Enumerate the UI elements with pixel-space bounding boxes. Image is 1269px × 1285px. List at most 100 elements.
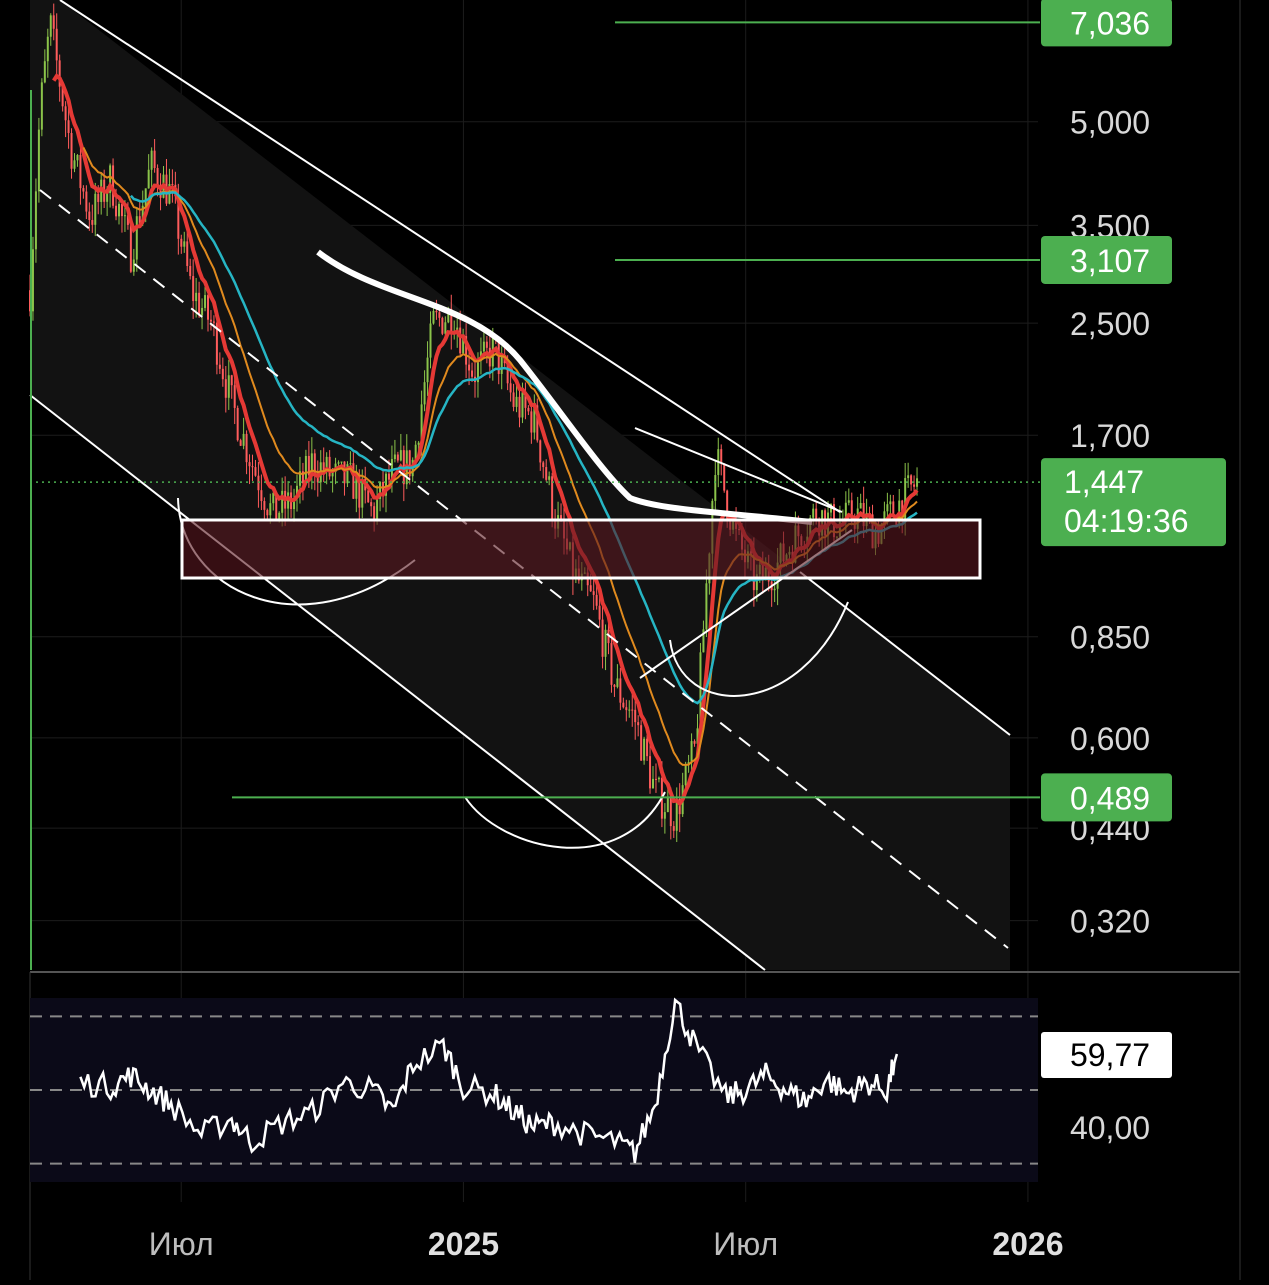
candle-body — [560, 515, 563, 520]
candle-body — [536, 405, 539, 441]
candle-body — [313, 453, 316, 476]
candle-body — [622, 702, 625, 708]
candle-body — [340, 461, 343, 463]
candle-body — [678, 798, 681, 815]
candle-body — [387, 473, 390, 480]
candle-body — [696, 728, 699, 744]
candle-body — [73, 160, 76, 169]
candle-body — [251, 466, 254, 468]
x-tick-label: Июл — [149, 1226, 214, 1262]
candle-body — [859, 502, 862, 509]
candle-body — [649, 756, 652, 789]
candle-body — [248, 462, 251, 467]
candle-body — [55, 28, 58, 61]
candle-body — [432, 310, 435, 324]
candle-body — [468, 364, 471, 371]
candle-body — [459, 327, 462, 354]
candle-body — [444, 322, 447, 334]
x-tick-label: 2025 — [428, 1226, 499, 1262]
candle-body — [755, 574, 758, 591]
candle-body — [702, 629, 705, 653]
candle-body — [135, 216, 138, 260]
candle-body — [643, 738, 646, 761]
candle-body — [497, 340, 500, 374]
candle-body — [916, 478, 919, 487]
candle-body — [212, 321, 215, 323]
candle-body — [530, 411, 533, 433]
candle-body — [269, 503, 272, 516]
candle-body — [325, 456, 328, 473]
level-badge — [1041, 235, 1172, 284]
candle-body — [598, 605, 601, 620]
triangle-top-line — [634, 427, 843, 513]
candle-body — [85, 191, 88, 212]
candle-body — [589, 585, 592, 592]
candle-body — [465, 336, 468, 365]
candle-body — [209, 319, 212, 322]
current-price-label: 1,447 — [1064, 464, 1144, 500]
candle-body — [669, 798, 672, 827]
candle-body — [657, 777, 660, 780]
candle-body — [132, 259, 135, 272]
candle-body — [40, 82, 43, 130]
candle-body — [52, 15, 55, 29]
candle-body — [349, 463, 352, 465]
candle-body — [112, 165, 115, 206]
candle-body — [518, 396, 521, 418]
candle-body — [189, 265, 192, 277]
drawings — [29, 0, 1011, 971]
candle-body — [654, 778, 657, 780]
candle-body — [331, 471, 334, 477]
candle-body — [328, 456, 331, 477]
candle-body — [367, 490, 370, 503]
candle-body — [423, 382, 426, 405]
candle-body — [296, 485, 299, 499]
candle-body — [625, 707, 628, 711]
candle-body — [548, 476, 551, 480]
candle-body — [307, 455, 310, 476]
candle-body — [847, 500, 850, 503]
candle-body — [198, 292, 201, 316]
candle-body — [476, 360, 479, 383]
x-tick-label: 2026 — [992, 1226, 1063, 1262]
candle-body — [500, 357, 503, 374]
candle-body — [441, 317, 444, 334]
candle-body — [180, 238, 183, 247]
candle-body — [396, 454, 399, 461]
candle-body — [726, 490, 729, 519]
candle-body — [616, 678, 619, 687]
candle-body — [266, 509, 269, 516]
rsi-value-label: 59,77 — [1070, 1037, 1150, 1073]
candle-body — [595, 594, 598, 606]
candle-body — [257, 475, 260, 491]
candle-body — [147, 169, 150, 189]
candle-body — [242, 433, 245, 446]
arc-bottom — [464, 791, 666, 849]
candle-body — [429, 323, 432, 358]
candle-body — [215, 322, 218, 365]
candle-body — [646, 738, 649, 757]
candle-body — [886, 504, 889, 512]
candle-body — [634, 709, 637, 723]
candle-body — [883, 511, 886, 525]
candle-body — [408, 450, 411, 477]
current-price-badge — [1041, 458, 1226, 547]
candle-body — [230, 375, 233, 386]
candle-body — [812, 508, 815, 518]
candle-body — [592, 591, 595, 595]
rsi-value-badge — [1041, 1032, 1172, 1079]
channel-upper-line — [59, 0, 841, 513]
candle-body — [844, 502, 847, 521]
candle-body — [346, 464, 349, 484]
candle-body — [97, 193, 100, 202]
candle-body — [118, 203, 121, 217]
candle-body — [355, 474, 358, 499]
candle-body — [352, 463, 355, 499]
candle-body — [385, 473, 388, 496]
candle-body — [301, 471, 304, 484]
candle-body — [607, 629, 610, 644]
candle-body — [343, 461, 346, 484]
channel-mid-dashed-line — [39, 189, 1009, 949]
candle-body — [138, 216, 141, 225]
